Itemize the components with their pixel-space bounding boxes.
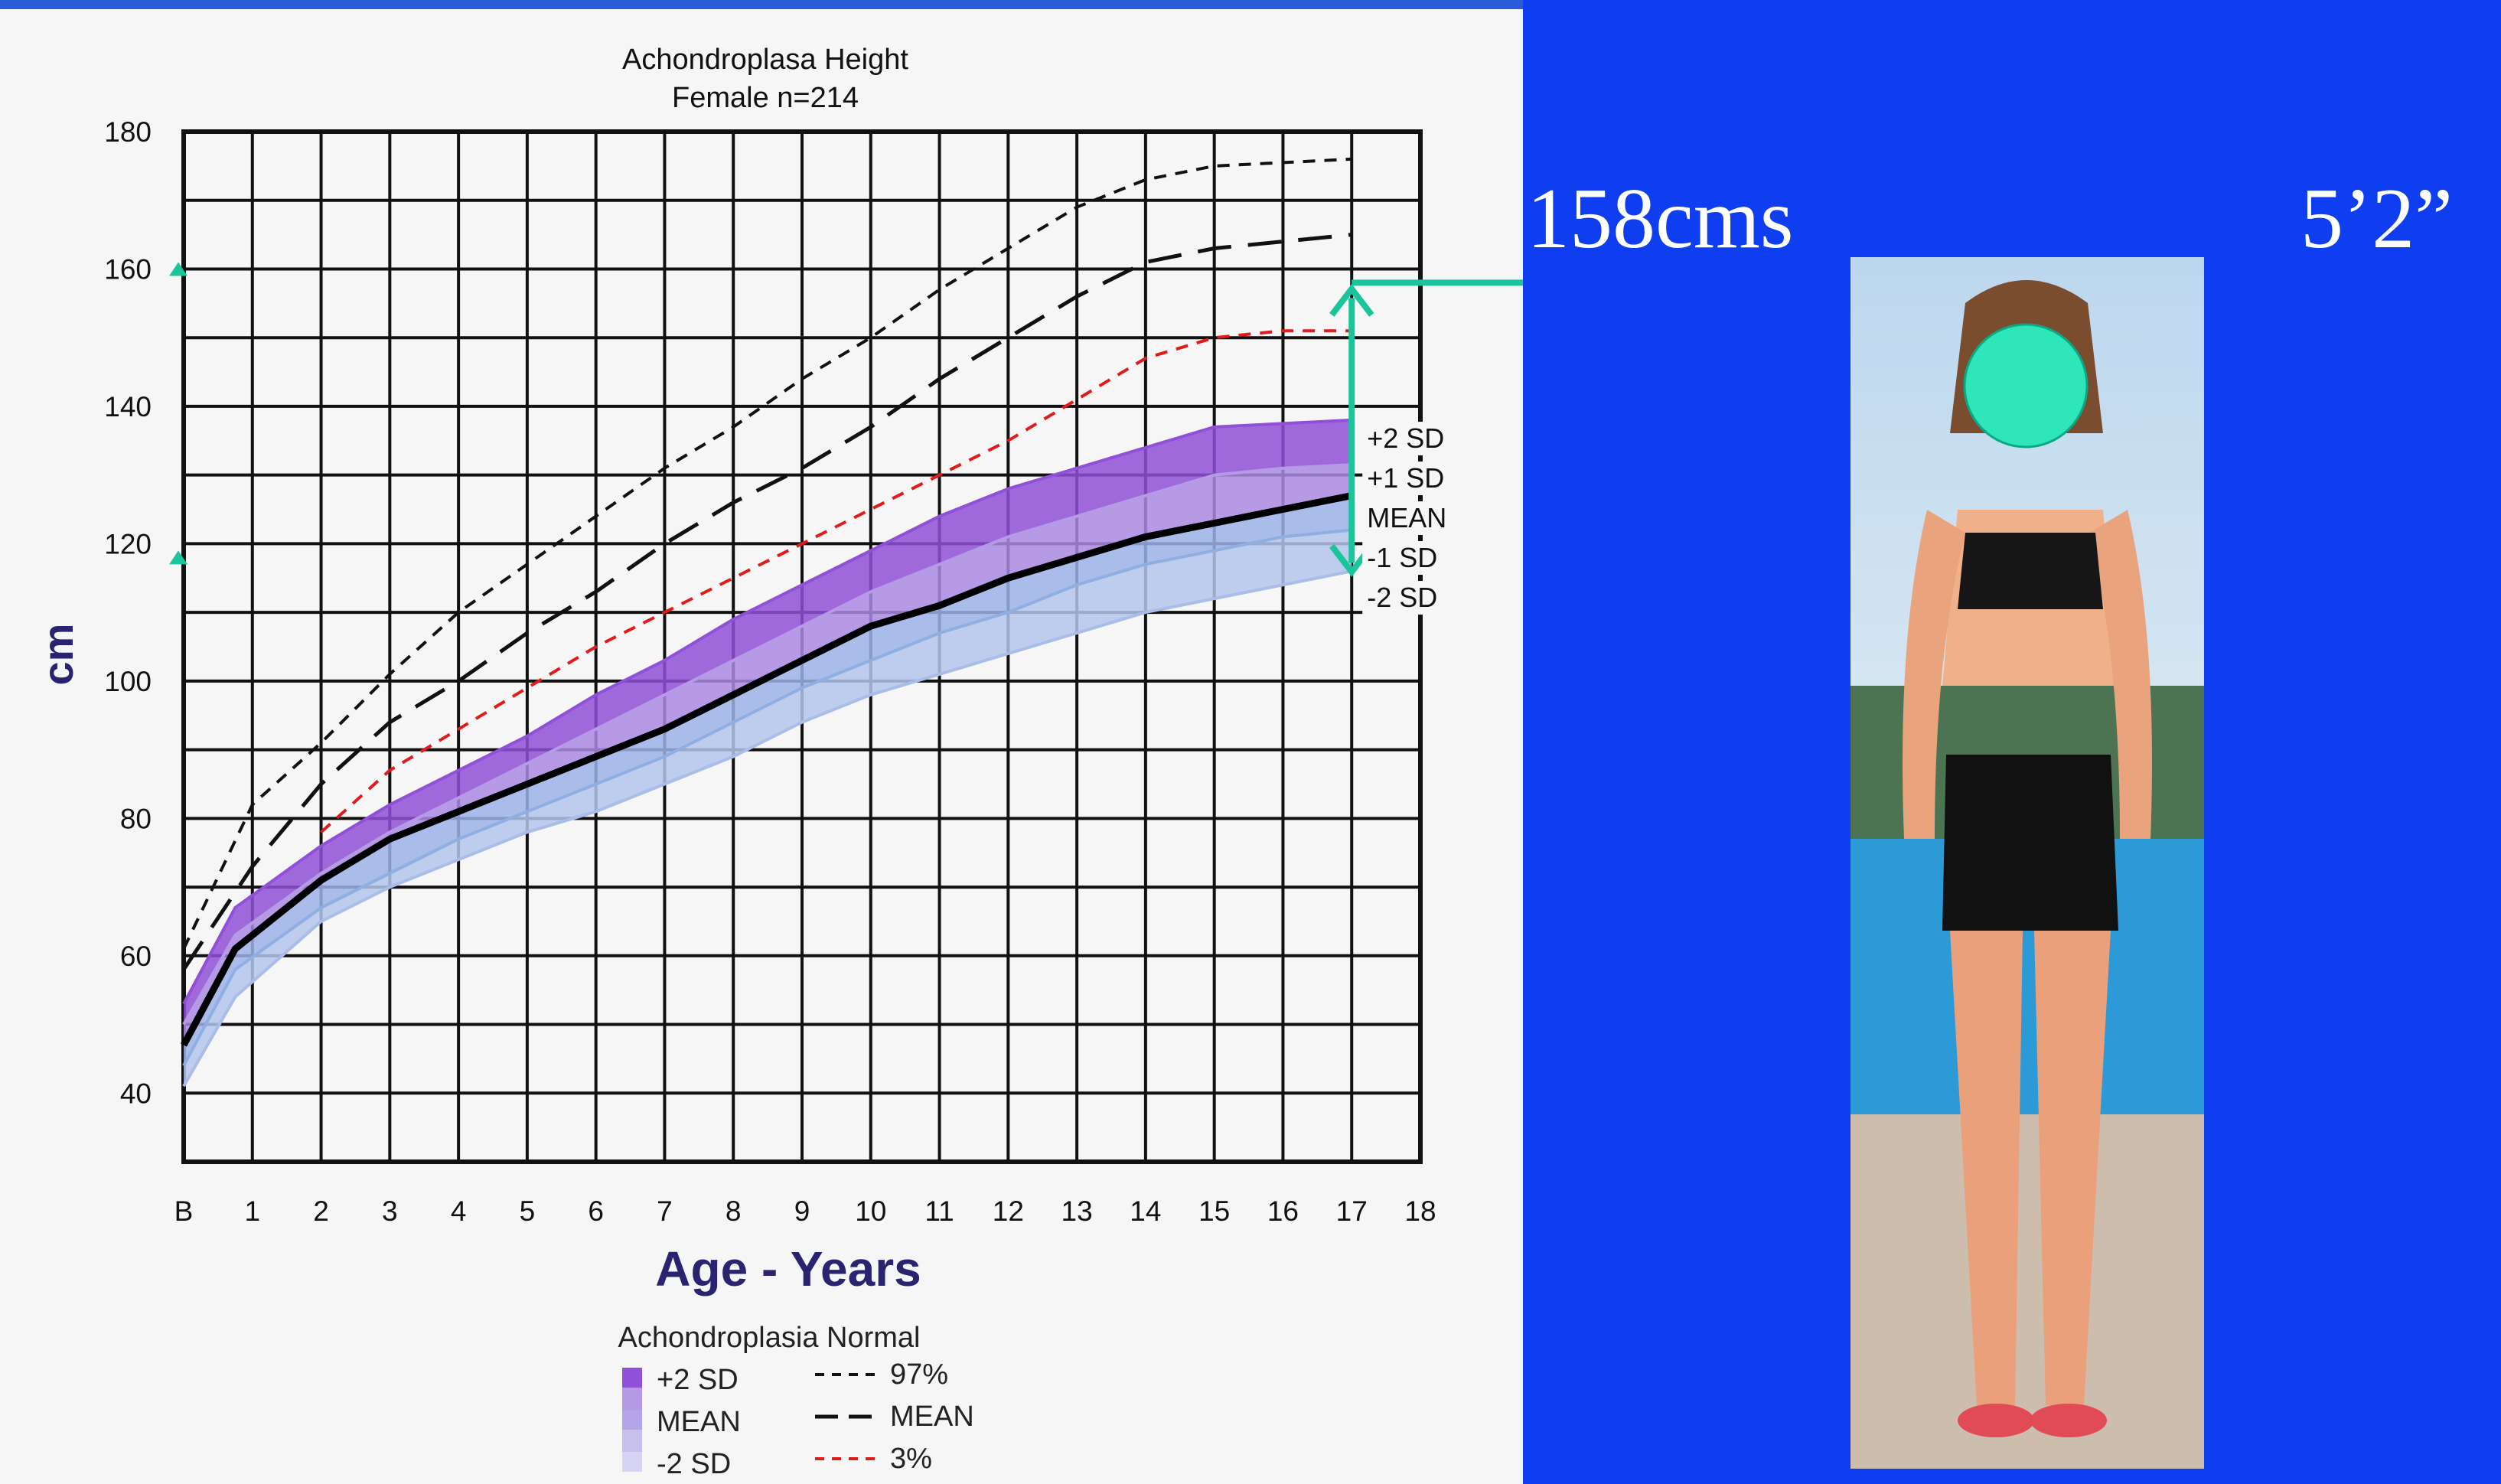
y-axis-marker [169, 262, 187, 276]
x-tick-label: 12 [993, 1195, 1024, 1227]
y-tick-label: 120 [104, 528, 152, 559]
legend-swatch-gap [622, 1388, 642, 1410]
person-figure [1850, 280, 2204, 1469]
height-marker: +2 SD +1 SD MEAN -1 SD -2 SD [1329, 279, 1523, 615]
y-axis-label: cm [34, 624, 82, 686]
legend-item: +2 SD [657, 1364, 739, 1396]
right-sandal [2030, 1404, 2107, 1437]
axes: B 1 2 3 4 5 6 7 8 9 10 11 12 13 14 15 16 17 18406080100120… [104, 116, 1436, 1227]
x-tick-label: 13 [1061, 1195, 1093, 1227]
y-tick-label: 80 [120, 803, 152, 834]
series-line-sd [182, 569, 1352, 1088]
legend-swatch-gap [622, 1430, 642, 1452]
legend-item: -2 SD [657, 1448, 731, 1480]
achondroplasia-bands [181, 418, 1353, 1088]
y-tick-label: 100 [104, 666, 152, 697]
left-sandal [1958, 1404, 2034, 1437]
sd-label-bg [1362, 422, 1478, 455]
sd-band-fill [184, 530, 1352, 1087]
deck-tiles [1850, 1114, 2204, 1469]
normal-series-line [182, 157, 1352, 950]
x-tick-label: 3 [382, 1195, 398, 1227]
shorts [1942, 755, 2118, 931]
normal-curves [181, 157, 1352, 971]
chart-title: Achondroplasa Height [622, 44, 908, 76]
x-tick-label: 10 [855, 1195, 886, 1227]
sd-label-bg [1362, 581, 1478, 615]
x-tick-label: 8 [726, 1195, 742, 1227]
x-tick-label: 4 [451, 1195, 467, 1227]
normal-series-line [320, 329, 1352, 833]
x-tick-label: 2 [313, 1195, 329, 1227]
x-tick-label: 6 [588, 1195, 604, 1227]
legend-item: MEAN [657, 1406, 741, 1438]
sd-label: +2 SD [1367, 422, 1444, 454]
height-label-cm: 158cms [1527, 171, 1794, 266]
y-tick-label: 140 [104, 391, 152, 422]
plot-frame [181, 129, 1423, 1164]
legend: Achondroplasia Normal +2 SD MEAN -2 SD 97% M… [618, 1322, 974, 1480]
series-line-sd [182, 418, 1352, 1005]
sd-label-bg [1362, 462, 1478, 495]
x-tick-label: 9 [794, 1195, 810, 1227]
legend-item: 97% [890, 1358, 948, 1391]
series-line-sd [182, 528, 1352, 1067]
person-photo [1850, 257, 2204, 1469]
legend-item: 3% [890, 1443, 932, 1475]
x-tick-label: 5 [520, 1195, 536, 1227]
y-tick-label: 40 [120, 1078, 152, 1109]
left-arm [1903, 510, 1965, 839]
sd-label: -2 SD [1367, 582, 1437, 613]
face-cover-circle [1963, 323, 2089, 448]
height-label-ft: 5’2” [2300, 171, 2454, 266]
sd-label-bg [1362, 501, 1478, 535]
x-tick-label: 17 [1336, 1195, 1368, 1227]
legend-title: Achondroplasia Normal [618, 1322, 921, 1354]
normal-series-line [181, 233, 1352, 971]
right-arm [2089, 510, 2152, 839]
arrow-head-up [1329, 283, 1374, 317]
x-tick-label: B [174, 1195, 194, 1227]
sd-label: -1 SD [1367, 542, 1437, 573]
x-tick-label: 11 [924, 1195, 954, 1227]
y-tick-label: 160 [104, 253, 152, 285]
chart-subtitle: Female n=214 [672, 82, 859, 114]
series-line-mean [181, 492, 1353, 1047]
x-axis-label: Age - Years [655, 1241, 921, 1296]
legend-swatch [622, 1410, 642, 1430]
sd-label-bg [1362, 541, 1478, 575]
y-tick-label: 60 [120, 941, 152, 972]
x-tick-label: 7 [657, 1195, 673, 1227]
legend-swatch [622, 1452, 642, 1472]
x-tick-label: 18 [1404, 1195, 1436, 1227]
x-tick-label: 15 [1198, 1195, 1230, 1227]
sd-label: +1 SD [1367, 462, 1444, 494]
y-axis-marker [169, 550, 187, 565]
left-leg [1950, 931, 2023, 1405]
legend-item: MEAN [890, 1401, 974, 1433]
x-tick-label: 14 [1130, 1195, 1161, 1227]
right-leg [2034, 931, 2111, 1405]
series-line-sd [182, 463, 1352, 1026]
y-tick-label: 180 [104, 116, 152, 148]
sd-label: MEAN [1367, 502, 1446, 533]
top [1958, 533, 2103, 609]
x-tick-label: 1 [244, 1195, 260, 1227]
x-tick-label: 16 [1267, 1195, 1299, 1227]
legend-swatch [622, 1368, 642, 1388]
